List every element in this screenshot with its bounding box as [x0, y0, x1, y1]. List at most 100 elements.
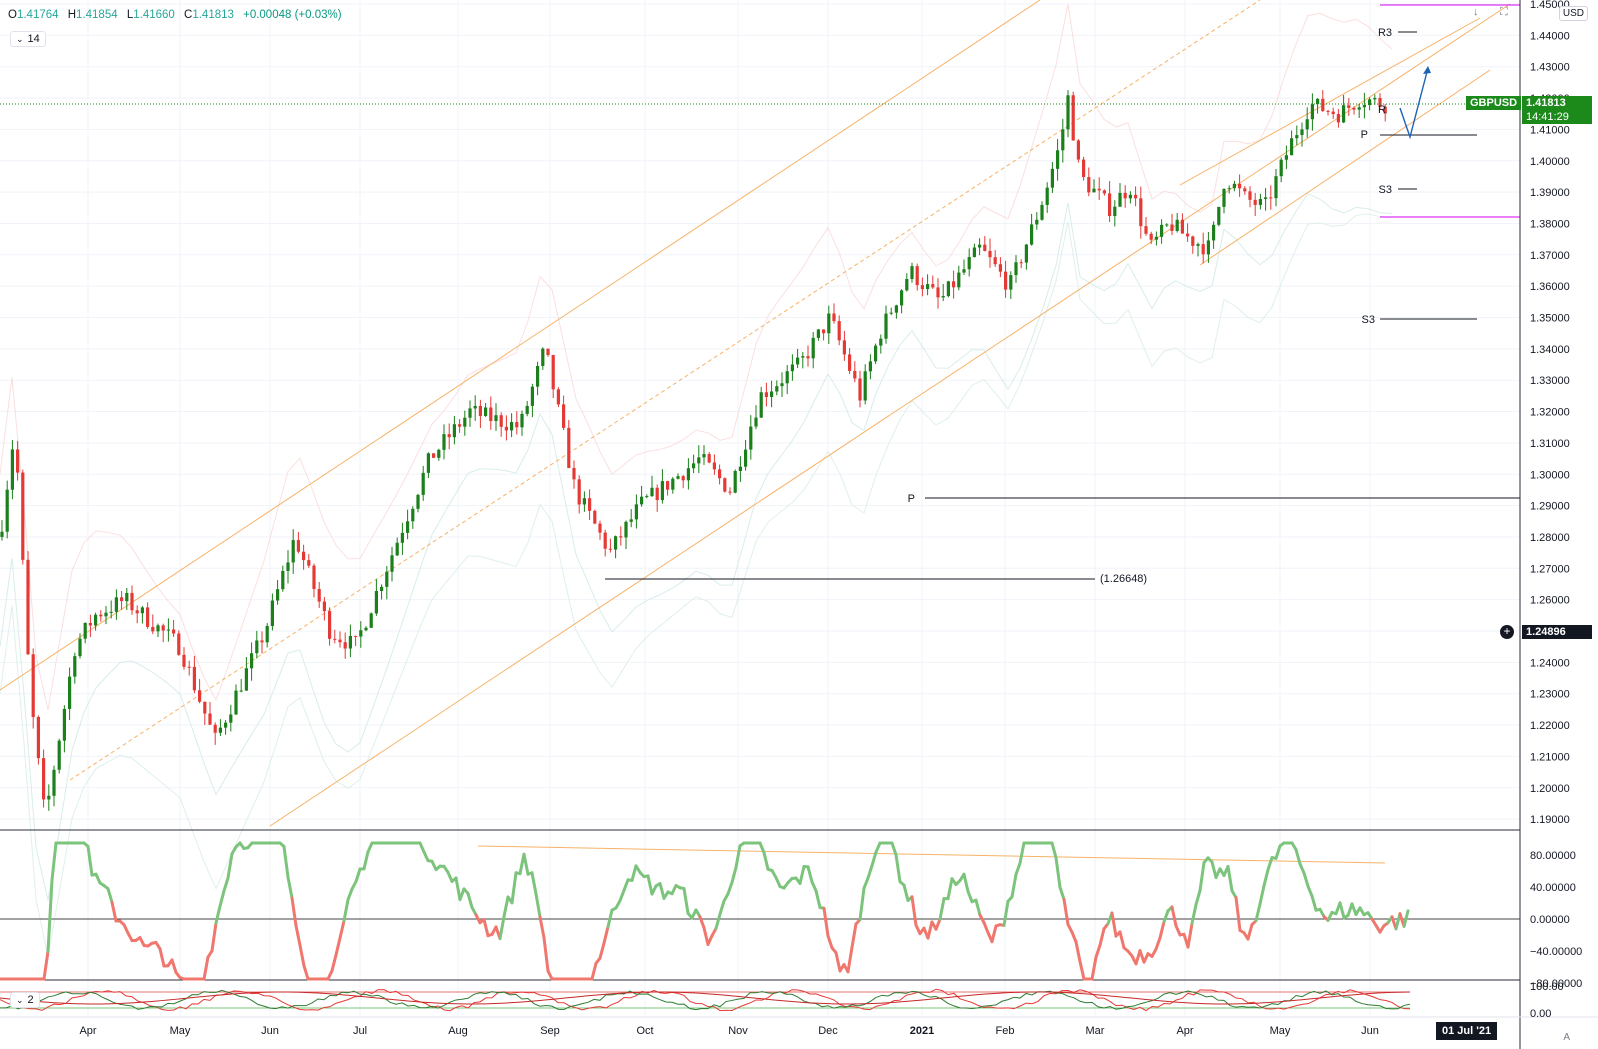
candle-up — [879, 338, 883, 346]
channel-upper-line[interactable] — [0, 0, 1041, 691]
osc-segment — [658, 882, 666, 900]
short-channel-upper[interactable] — [1179, 17, 1481, 186]
currency-button[interactable]: USD — [1558, 6, 1588, 21]
osc-segment — [522, 852, 530, 876]
osc-segment — [862, 876, 870, 890]
candle-down — [302, 551, 306, 561]
candle-down — [120, 597, 124, 602]
candle-down — [499, 415, 503, 427]
candle-down — [88, 622, 92, 626]
candle-down — [36, 716, 40, 759]
candle-down — [681, 476, 685, 481]
candle-down — [842, 340, 846, 355]
osc-segment — [158, 947, 166, 968]
candle-down — [192, 666, 196, 691]
candle-up — [109, 611, 113, 613]
osc-segment — [702, 926, 710, 946]
osc-trend-line[interactable] — [477, 845, 1386, 864]
osc-segment — [606, 908, 614, 929]
osc-segment — [302, 964, 310, 981]
projection-arrow[interactable] — [1399, 67, 1429, 140]
candle-down — [1383, 106, 1387, 114]
candle-up — [385, 571, 389, 587]
osc-segment — [1194, 889, 1202, 907]
candle-up — [1050, 168, 1054, 188]
osc-segment — [286, 875, 294, 900]
osc-segment — [822, 906, 830, 938]
add-alert-icon[interactable]: + — [1500, 625, 1514, 639]
close-value: 1.41813 — [192, 9, 234, 21]
osc2-tick-label: 0.00 — [1530, 1008, 1551, 1020]
indicator-collapse-chip[interactable]: ⌄ 14 — [10, 31, 46, 47]
osc2-tick-label: 100.00 — [1530, 981, 1564, 993]
candle-down — [556, 389, 560, 405]
price-axis[interactable]: 1.450001.440001.430001.420001.410001.400… — [1530, 0, 1570, 826]
channel-median-line[interactable] — [69, 0, 1261, 781]
candle-down — [707, 454, 711, 463]
download-icon[interactable]: ↓ — [1473, 6, 1479, 18]
osc-segment — [290, 896, 298, 928]
candle-up — [426, 453, 430, 473]
osc-segment — [1254, 902, 1262, 923]
auto-scale-button[interactable]: A — [1563, 1032, 1570, 1043]
price-tick-label: 1.30000 — [1530, 469, 1570, 481]
candle-up — [634, 504, 638, 520]
candle-up — [957, 272, 961, 288]
candle-down — [1352, 107, 1356, 110]
candle-down — [447, 434, 451, 438]
candle-down — [328, 611, 332, 639]
osc-segment — [50, 841, 58, 882]
osc-segment — [110, 900, 118, 923]
candle-up — [1284, 155, 1288, 160]
candle-down — [1326, 110, 1330, 112]
candle-up — [1279, 159, 1283, 177]
candle-up — [520, 413, 524, 428]
osc-segment — [1098, 927, 1106, 947]
open-value: 1.41764 — [16, 9, 59, 21]
osc-segment — [670, 884, 678, 896]
candle-down — [1331, 111, 1335, 115]
candle-up — [156, 625, 160, 632]
osc-segment — [122, 923, 130, 935]
osc-segment — [698, 915, 706, 930]
indicator-collapse-chip-2[interactable]: ⌄ 2 — [10, 992, 40, 1008]
candle-up — [1035, 219, 1039, 225]
osc-segment — [1158, 920, 1166, 940]
fullscreen-icon[interactable]: ⛶ — [1500, 6, 1508, 18]
osc-segment — [870, 850, 878, 868]
candle-up — [374, 591, 378, 614]
time-tick-label: Dec — [818, 1025, 838, 1037]
high-value: 1.41854 — [76, 9, 118, 21]
candle-down — [1019, 262, 1023, 264]
time-tick-label: Mar — [1086, 1025, 1105, 1037]
candle-down — [1134, 194, 1138, 199]
osc-segment — [1078, 960, 1086, 981]
time-axis[interactable]: Apr May Jun Jul Aug Sep Oct Nov Dec 2021 Feb Mar Apr… — [79, 1025, 1378, 1037]
candle-down — [99, 614, 103, 617]
osc2-line-signal — [0, 991, 1411, 1005]
candle-down — [572, 467, 576, 480]
channel-lower-line[interactable] — [269, 3, 1511, 827]
time-tick-label: Nov — [728, 1025, 748, 1037]
candle-down — [608, 548, 612, 550]
osc-segment — [1170, 905, 1178, 928]
osc-segment — [42, 949, 50, 981]
candle-up — [863, 371, 867, 401]
candle-down — [1269, 197, 1273, 199]
price-tick-label: 1.32000 — [1530, 407, 1570, 419]
candle-up — [770, 391, 774, 398]
candle-down — [848, 354, 852, 371]
candle-up — [1222, 188, 1226, 207]
candle-down — [832, 313, 836, 322]
candle-up — [1357, 107, 1361, 110]
candle-up — [1128, 194, 1132, 199]
moving-average — [0, 213, 1393, 958]
candle-up — [68, 676, 72, 709]
osc-segment — [726, 881, 734, 896]
osc-segment — [1118, 930, 1126, 950]
osc-segment — [902, 883, 910, 903]
short-channel-lower[interactable] — [1199, 69, 1491, 266]
osc-segment — [1190, 903, 1198, 925]
time-tick-label: Jun — [261, 1025, 279, 1037]
